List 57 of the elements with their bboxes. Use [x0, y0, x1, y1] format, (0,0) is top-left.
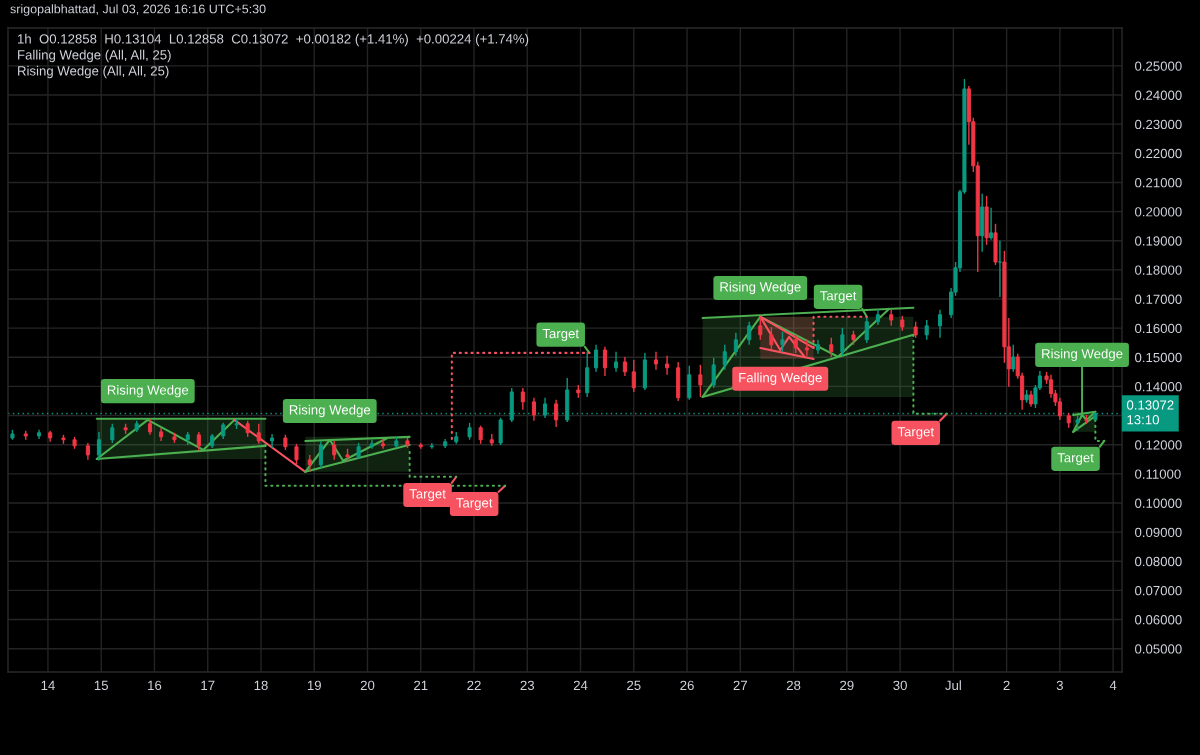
y-tick-label: 0.05000	[1135, 644, 1182, 654]
annotation: Falling Wedge (All, All, 25)	[18, 49, 171, 63]
x-tick-label: 21	[414, 680, 428, 690]
x-tick-label: 16	[148, 680, 162, 691]
y-tick-label: 0.17000	[1135, 294, 1182, 304]
x-tick-label: 14	[41, 680, 55, 690]
y-tick-label: 0.23000	[1135, 119, 1182, 130]
annotation: Target	[456, 498, 493, 511]
x-tick-label: 18	[254, 680, 268, 691]
annotation: Target	[542, 329, 579, 341]
y-tick-label: 0.21000	[1135, 178, 1182, 188]
x-tick-label: 22	[467, 680, 481, 690]
x-tick-label: 30	[893, 680, 907, 691]
chart-title: 1h O0.12858 H0.13104 L0.12858 C0.13072 +0.00182 (+1.41%) +0.00224 (+1.74%)	[18, 33, 529, 47]
x-tick-label: 23	[520, 680, 535, 691]
y-tick-label: 0.15000	[1135, 352, 1182, 363]
x-tick-label: 26	[680, 680, 694, 691]
y-tick-label: 0.20000	[1135, 207, 1182, 217]
x-tick-label: 4	[1109, 680, 1117, 690]
x-tick-label: 15	[94, 680, 108, 691]
x-tick-label: 3	[1056, 680, 1063, 691]
x-tick-label: 20	[360, 680, 375, 691]
y-tick-label: 0.06000	[1135, 615, 1182, 625]
annotation: Rising Wedge (All, All, 25)	[18, 65, 169, 79]
chart-subtitle: srigopalbhattad, Jul 03, 2026 16:16 UTC+5:30	[10, 4, 266, 16]
x-tick-label: 24	[573, 680, 588, 690]
y-tick-label: 0.08000	[1135, 556, 1182, 567]
x-tick-label: 17	[201, 680, 215, 690]
y-tick-label: 0.09000	[1135, 527, 1182, 538]
y-tick-label: 0.16000	[1135, 323, 1182, 334]
x-tick-label: 25	[627, 680, 641, 691]
annotation: Target	[820, 291, 857, 303]
y-tick-label: 0.25000	[1135, 61, 1182, 71]
ref-line-label: 0.13072 13:10	[1126, 400, 1174, 425]
x-tick-label: 29	[840, 680, 854, 691]
annotation: Target	[1057, 453, 1094, 465]
y-tick-label: 0.10000	[1135, 498, 1182, 508]
x-tick-label: 27	[733, 680, 747, 690]
annotation: Rising Wedge	[107, 385, 189, 398]
annotation: Target	[897, 427, 934, 440]
y-tick-label: 0.14000	[1135, 381, 1182, 392]
y-tick-label: 0.22000	[1135, 148, 1182, 159]
annotation: Falling Wedge	[739, 372, 822, 385]
y-tick-label: 0.18000	[1135, 265, 1182, 275]
y-tick-label: 0.11000	[1135, 469, 1181, 479]
y-tick-label: 0.24000	[1135, 90, 1182, 100]
y-tick-label: 0.19000	[1135, 236, 1182, 246]
annotation: Target	[409, 489, 446, 502]
y-tick-label: 0.12000	[1135, 440, 1182, 450]
x-tick-label: 2	[1003, 680, 1010, 690]
x-tick-label: Jul	[945, 680, 961, 691]
y-tick-label: 0.07000	[1135, 585, 1182, 596]
annotation: Rising Wedge	[289, 404, 371, 418]
annotation: Rising Wedge	[1042, 348, 1123, 362]
x-tick-label: 19	[307, 680, 321, 691]
annotation: Rising Wedge	[720, 281, 801, 295]
x-tick-label: 28	[786, 680, 801, 691]
